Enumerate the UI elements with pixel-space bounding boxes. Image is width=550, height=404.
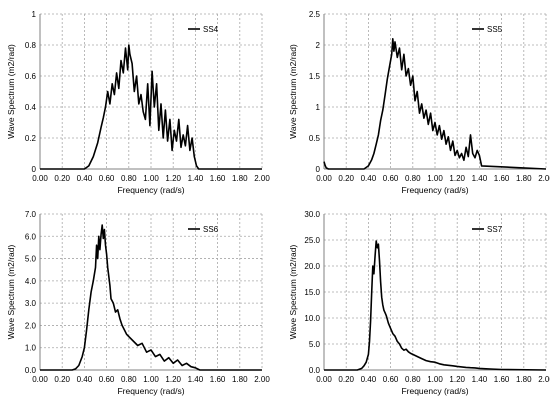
x-tick-label: 0.40	[361, 174, 377, 183]
y-tick-label: 0.8	[25, 41, 37, 50]
y-tick-label: 1.5	[309, 72, 321, 81]
y-tick-label: 0.2	[25, 134, 37, 143]
x-tick-label: 0.20	[54, 375, 70, 384]
y-tick-label: 2.5	[309, 10, 321, 19]
x-tick-label: 2.00	[254, 375, 270, 384]
x-tick-label: 0.00	[32, 174, 48, 183]
y-tick-label: 30.0	[304, 210, 320, 219]
y-tick-label: 2	[316, 41, 321, 50]
y-tick-label: 1.0	[25, 344, 37, 353]
x-tick-label: 0.40	[361, 375, 377, 384]
x-tick-label: 1.40	[188, 174, 204, 183]
x-tick-label: 0.60	[383, 174, 399, 183]
y-tick-label: 0.5	[309, 134, 321, 143]
x-tick-label: 0.40	[77, 375, 93, 384]
x-tick-label: 1.40	[472, 174, 488, 183]
y-axis-label: Wave Spectrum (m2/rad)	[288, 44, 298, 139]
x-tick-label: 0.00	[316, 375, 332, 384]
y-tick-label: 0	[32, 165, 37, 174]
x-tick-label: 0.20	[338, 375, 354, 384]
x-tick-label: 1.80	[232, 375, 248, 384]
x-tick-label: 2.00	[538, 375, 550, 384]
x-tick-label: 0.60	[99, 174, 115, 183]
y-tick-label: 6.0	[25, 232, 37, 241]
y-axis-label: Wave Spectrum (m2/rad)	[288, 245, 298, 340]
y-tick-label: 5.0	[309, 340, 321, 349]
chart-panel-2: 0.00 0.20 0.40 0.60 0.80 1.00 1.20 1.40 1.60 1.80…	[288, 10, 550, 195]
y-tick-label: 7.0	[25, 210, 37, 219]
x-axis-label: Frequency (rad/s)	[117, 386, 184, 396]
x-tick-label: 0.40	[77, 174, 93, 183]
x-tick-label: 1.80	[516, 174, 532, 183]
x-tick-label: 1.20	[165, 174, 181, 183]
legend-label: SS7	[487, 225, 503, 234]
x-tick-label: 0.80	[121, 174, 137, 183]
x-tick-label: 0.20	[338, 174, 354, 183]
chart-panel-4: 0.00 0.20 0.40 0.60 0.80 1.00 1.20 1.40 1.60 1.80…	[288, 210, 550, 396]
legend-label: SS6	[203, 225, 219, 234]
x-tick-label: 1.80	[516, 375, 532, 384]
y-tick-label: 20.0	[304, 262, 320, 271]
y-tick-label: 0.4	[25, 103, 37, 112]
y-tick-label: 1	[32, 10, 37, 19]
x-tick-label: 0.20	[54, 174, 70, 183]
x-tick-label: 1.60	[210, 174, 226, 183]
chart-panel-3: 0.00 0.20 0.40 0.60 0.80 1.00 1.20 1.40 1.60 1.80…	[6, 210, 270, 396]
y-tick-label: 0.0	[309, 366, 321, 375]
series-line-ss6	[40, 224, 262, 371]
y-tick-label: 15.0	[304, 288, 320, 297]
y-tick-label: 0.6	[25, 72, 37, 81]
series-line-ss7	[324, 240, 547, 371]
x-tick-label: 1.40	[472, 375, 488, 384]
x-tick-label: 2.00	[254, 174, 270, 183]
x-axis-label: Frequency (rad/s)	[401, 185, 468, 195]
y-tick-label: 25.0	[304, 236, 320, 245]
series-line-ss5	[323, 37, 547, 170]
x-tick-label: 1.00	[427, 375, 443, 384]
x-tick-label: 1.40	[188, 375, 204, 384]
legend-label: SS4	[203, 25, 219, 34]
x-tick-label: 1.20	[449, 375, 465, 384]
y-axis-label: Wave Spectrum (m2/rad)	[6, 245, 16, 340]
y-tick-label: 0.0	[25, 366, 37, 375]
x-tick-label: 1.20	[449, 174, 465, 183]
x-axis-label: Frequency (rad/s)	[401, 386, 468, 396]
x-tick-label: 2.00	[538, 174, 550, 183]
y-tick-label: 5.0	[25, 255, 37, 264]
x-tick-label: 1.60	[210, 375, 226, 384]
x-tick-label: 1.80	[232, 174, 248, 183]
x-tick-label: 1.00	[427, 174, 443, 183]
series-line-ss4	[40, 44, 262, 170]
x-tick-label: 0.00	[32, 375, 48, 384]
y-tick-label: 3.0	[25, 299, 37, 308]
x-tick-label: 1.00	[143, 174, 159, 183]
x-tick-label: 0.00	[316, 174, 332, 183]
legend-label: SS5	[487, 25, 503, 34]
x-tick-label: 1.60	[494, 174, 510, 183]
chart-panel-1: 0.00 0.20 0.40 0.60 0.80 1.00 1.20 1.40 1.60 1.80…	[6, 10, 270, 195]
x-tick-label: 0.60	[383, 375, 399, 384]
y-tick-label: 2.0	[25, 321, 37, 330]
y-tick-label: 0	[316, 165, 321, 174]
x-tick-label: 0.80	[121, 375, 137, 384]
x-tick-label: 0.60	[99, 375, 115, 384]
x-tick-label: 1.60	[494, 375, 510, 384]
x-tick-label: 1.00	[143, 375, 159, 384]
x-tick-label: 0.80	[405, 375, 421, 384]
y-tick-label: 10.0	[304, 314, 320, 323]
x-tick-label: 1.20	[165, 375, 181, 384]
x-tick-label: 0.80	[405, 174, 421, 183]
y-tick-label: 4.0	[25, 277, 37, 286]
y-tick-label: 1	[316, 103, 321, 112]
y-axis-label: Wave Spectrum (m2/rad)	[6, 44, 16, 139]
x-axis-label: Frequency (rad/s)	[117, 185, 184, 195]
